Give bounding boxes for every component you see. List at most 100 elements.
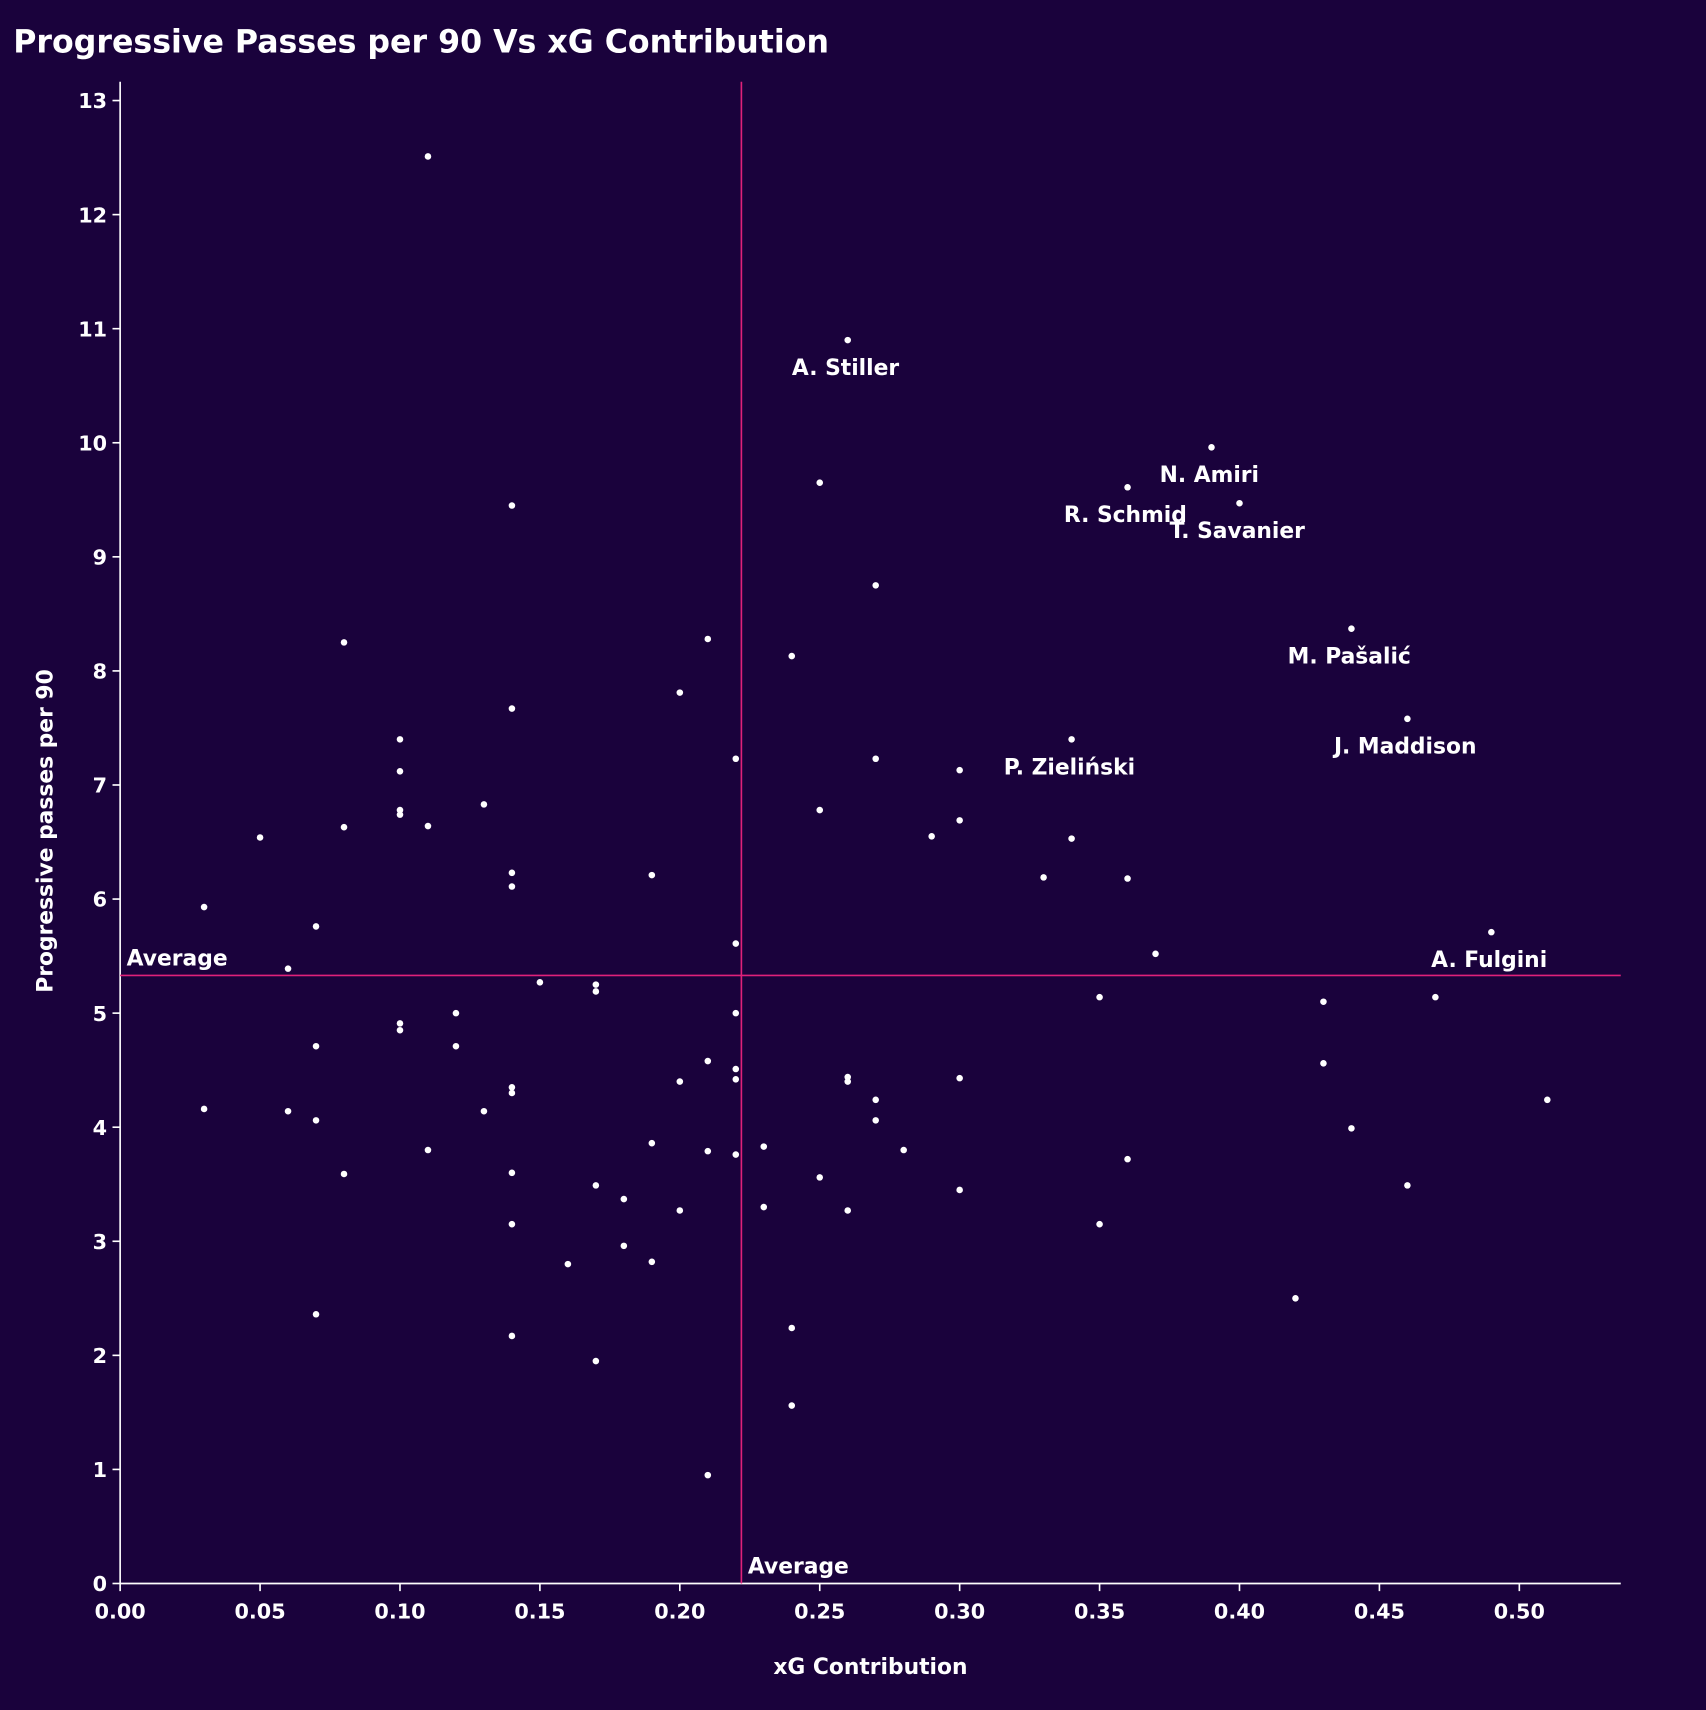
data-point <box>704 1471 712 1479</box>
data-point <box>396 768 404 775</box>
data-point <box>508 1084 516 1091</box>
data-point <box>1124 1155 1131 1163</box>
data-point <box>508 502 516 509</box>
data-point <box>704 1057 712 1065</box>
data-point <box>508 1169 516 1177</box>
x-tick-label: 0.50 <box>1494 1599 1545 1623</box>
data-point <box>508 869 516 877</box>
data-point <box>312 1311 320 1318</box>
data-point <box>648 1258 656 1266</box>
y-tick-label: 4 <box>93 1116 107 1140</box>
player-label: A. Fulgini <box>1431 948 1547 973</box>
average-y-label: Average <box>127 947 228 972</box>
data-point <box>1348 625 1355 632</box>
player-label: P. Zieliński <box>1004 755 1135 780</box>
y-tick-label: 6 <box>93 888 107 912</box>
data-point <box>1348 1125 1355 1132</box>
data-point <box>1236 499 1243 507</box>
x-tick-label: 0.25 <box>794 1599 845 1623</box>
data-point <box>564 1260 572 1268</box>
y-tick-label: 3 <box>93 1230 107 1254</box>
data-point <box>1404 1182 1411 1189</box>
data-point <box>508 1332 516 1340</box>
x-axis-label: xG Contribution <box>773 1655 967 1680</box>
data-point <box>536 979 544 986</box>
x-tick-label: 0.35 <box>1074 1599 1125 1623</box>
data-point <box>732 1009 740 1017</box>
data-point <box>676 689 684 696</box>
data-point <box>620 1242 628 1250</box>
data-point <box>956 817 963 824</box>
data-point <box>788 1324 796 1332</box>
data-point <box>872 1117 879 1124</box>
x-tick-label: 0.10 <box>374 1599 425 1623</box>
data-point <box>396 806 404 814</box>
data-point <box>648 871 656 879</box>
data-point <box>1096 993 1103 1001</box>
data-point <box>200 903 208 911</box>
player-label: R. Schmid <box>1064 503 1187 528</box>
data-point <box>396 1020 404 1027</box>
data-point <box>648 1139 656 1147</box>
data-point <box>592 1182 600 1189</box>
data-point <box>956 1074 963 1082</box>
data-point <box>340 1170 348 1178</box>
data-point <box>816 1174 824 1181</box>
data-point <box>760 1203 768 1211</box>
data-point <box>592 988 600 995</box>
data-point <box>452 1042 460 1050</box>
data-point <box>1404 715 1411 723</box>
data-point <box>200 1105 208 1113</box>
data-point <box>424 153 432 160</box>
data-point <box>396 1026 404 1034</box>
y-tick-label: 9 <box>93 545 107 569</box>
y-tick-label: 8 <box>93 660 107 684</box>
x-tick-label: 0.15 <box>514 1599 565 1623</box>
data-point <box>788 1402 796 1409</box>
data-point <box>508 1089 516 1097</box>
data-point <box>844 336 851 344</box>
data-point <box>872 582 879 589</box>
data-point <box>508 1220 516 1228</box>
data-point <box>424 822 432 830</box>
x-tick-label: 0.45 <box>1354 1599 1405 1623</box>
data-point <box>1320 998 1327 1005</box>
chart-title: Progressive Passes per 90 Vs xG Contribu… <box>13 24 829 60</box>
x-tick-label: 0.30 <box>934 1599 985 1623</box>
data-point <box>844 1073 851 1081</box>
data-point <box>732 940 740 947</box>
player-label: N. Amiri <box>1160 463 1259 488</box>
data-point <box>676 1207 684 1214</box>
data-point <box>928 833 935 840</box>
data-point <box>1432 993 1439 1001</box>
data-point <box>312 923 320 930</box>
y-tick-label: 1 <box>93 1458 107 1482</box>
data-point <box>1208 444 1215 451</box>
data-point <box>900 1146 907 1154</box>
data-point <box>732 755 740 763</box>
data-point <box>956 766 963 774</box>
data-point <box>480 801 488 808</box>
x-tick-label: 0.05 <box>234 1599 285 1623</box>
data-point <box>1488 928 1495 936</box>
data-point <box>424 1146 432 1154</box>
data-point <box>676 1078 684 1085</box>
data-point <box>1320 1060 1327 1067</box>
y-tick-label: 12 <box>78 203 107 227</box>
x-tick-label: 0.20 <box>654 1599 705 1623</box>
player-label: J. Maddison <box>1332 735 1477 760</box>
data-point <box>956 1186 963 1194</box>
data-point <box>1096 1220 1103 1228</box>
data-point <box>704 635 712 643</box>
data-point <box>592 1357 600 1365</box>
average-x-label: Average <box>748 1555 849 1580</box>
data-point <box>508 883 516 890</box>
data-point <box>732 1065 740 1073</box>
data-point <box>396 811 404 818</box>
y-tick-label: 0 <box>93 1572 107 1596</box>
data-point <box>312 1042 320 1050</box>
data-point <box>844 1078 851 1085</box>
y-tick-label: 7 <box>93 774 107 798</box>
